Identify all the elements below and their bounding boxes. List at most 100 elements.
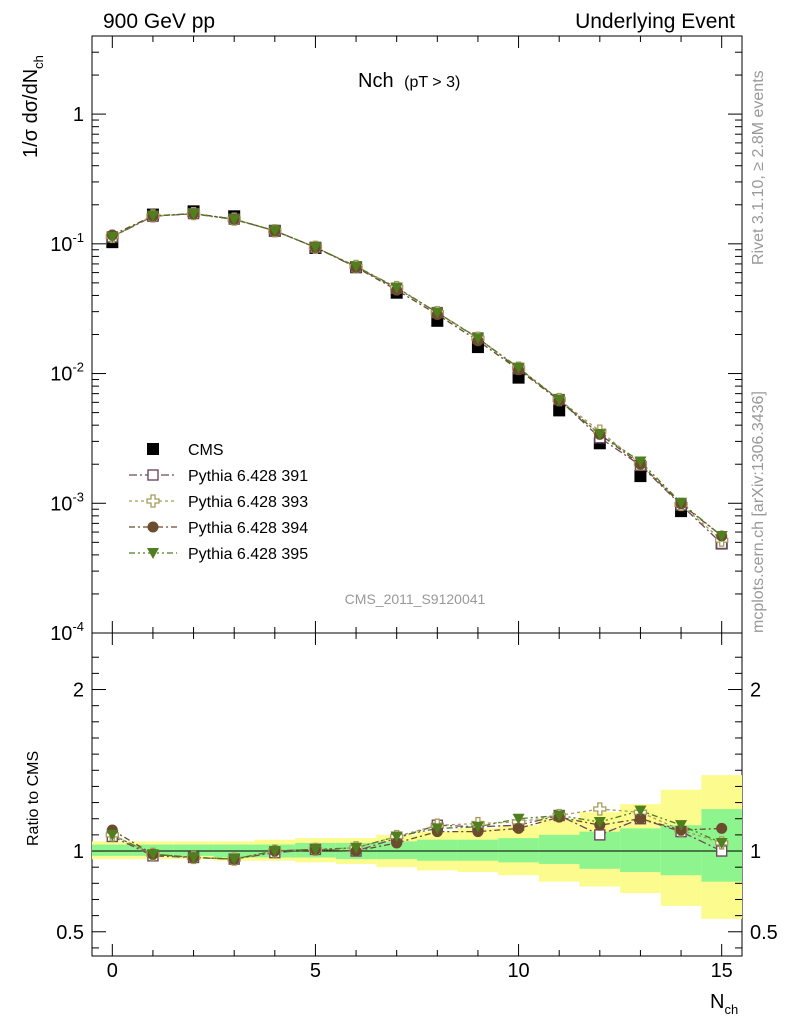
ratio-y-tick-label: 0.5 [56, 922, 84, 944]
ratio-y-tick-label: 2 [73, 680, 84, 702]
main-axis-ticks: 10-4 10-3 10-2 10-1 1 [50, 35, 742, 645]
ratio-series-line [112, 808, 722, 860]
ratio-y-tick-label: 1 [73, 841, 84, 863]
data-point-p395 [390, 282, 403, 294]
ratio-series-line [112, 809, 722, 860]
ratio-point-p395 [715, 837, 728, 849]
band-stat-bin [417, 839, 458, 861]
x-tick-label: 15 [711, 960, 733, 982]
legend-marker [147, 469, 159, 481]
ratio-y-tick-label-right: 2 [750, 680, 761, 702]
data-point-p395 [512, 362, 525, 374]
legend-marker [146, 494, 160, 508]
xlabel: Nch [710, 991, 738, 1017]
legend-marker [147, 521, 159, 533]
legend-label: Pythia 6.428 394 [188, 520, 308, 537]
ratio-point-p395 [350, 842, 363, 854]
ratio-point-p395 [471, 821, 484, 833]
band-stat-bin [620, 828, 661, 873]
header-right: Underlying Event [575, 10, 735, 33]
ratio-point-p395 [309, 844, 322, 856]
header-left: 900 GeV pp [103, 10, 215, 33]
ratio-point-p395 [390, 831, 403, 843]
legend-label: CMS [188, 442, 224, 459]
ratio-axis-ticks: 0 5 10 15 0.5 0.5 1 1 2 2 [56, 633, 778, 982]
legend: CMS Pythia 6.428 391 Pythia 6.428 393 Pythi… [129, 442, 308, 563]
ratio-point-p395 [512, 813, 525, 825]
data-point-p395 [553, 394, 566, 406]
ratio-point-p393 [593, 802, 607, 816]
data-point-cms [634, 470, 647, 483]
ratio-point-p395 [634, 805, 647, 817]
plot-title-sub: (pT > 3) [404, 74, 460, 91]
y-tick-label: 10-1 [50, 230, 84, 256]
main-plot-frame [91, 35, 743, 634]
series-line [112, 212, 723, 537]
data-point-p395 [471, 333, 484, 345]
plot-title: Nch (pT > 3) [358, 70, 460, 92]
ratio-point-p395 [187, 852, 200, 864]
y-tick-label: 10-4 [50, 619, 84, 645]
ratio-point-p395 [106, 829, 119, 841]
band-stat-bin [92, 844, 133, 856]
ratio-point-p395 [593, 816, 606, 828]
band-stat-bin [173, 844, 214, 856]
x-tick-label: 5 [310, 960, 321, 982]
series-line [112, 212, 723, 541]
ratio-series-line [112, 814, 722, 860]
legend-label: Pythia 6.428 391 [188, 468, 308, 485]
data-point-cms [512, 371, 525, 384]
ratio-ylabel: Ratio to CMS [25, 751, 42, 846]
ratio-point-p394 [716, 822, 728, 834]
data-point-p395 [228, 214, 241, 226]
ratio-point-p395 [553, 810, 566, 822]
ratio-series-line [111, 816, 722, 860]
data-point-p395 [106, 231, 119, 243]
ratio-point-p394 [391, 837, 403, 849]
band-stat-bin [498, 838, 539, 863]
ratio-series-layer [105, 802, 729, 866]
plot-title-main: Nch [358, 70, 394, 92]
series-line [112, 213, 723, 537]
ratio-plot-frame [91, 632, 743, 957]
main-series-layer [105, 205, 729, 550]
data-point-p395 [309, 242, 322, 254]
data-point-p395 [634, 456, 647, 468]
ratio-point-p394 [634, 813, 646, 825]
x-tick-label: 0 [107, 960, 118, 982]
x-tick-label: 10 [507, 960, 529, 982]
ratio-point-p394 [513, 822, 525, 834]
ratio-y-tick-label-right: 1 [750, 841, 761, 863]
ratio-point-p395 [228, 854, 241, 866]
data-point-p395 [593, 429, 606, 441]
legend-marker [147, 548, 159, 559]
data-point-p395 [268, 225, 281, 237]
ratio-point-p395 [675, 820, 688, 832]
data-point-p395 [350, 261, 363, 273]
watermark: CMS_2011_S9120041 [345, 591, 486, 607]
band-stat-bin [376, 841, 417, 860]
ratio-point-p391 [594, 829, 606, 841]
legend-marker [147, 443, 159, 455]
y-tick-label: 1 [73, 104, 84, 126]
data-point-p395 [675, 497, 688, 509]
data-point-p395 [146, 210, 159, 222]
mcplots-label: mcplots.cern.ch [arXiv:1306.3436] [750, 391, 767, 633]
ratio-uncertainty-bands [92, 775, 742, 919]
data-point-cms [553, 404, 566, 417]
rivet-version-label: Rivet 3.1.10, ≥ 2.8M events [750, 70, 767, 265]
ratio-point-p395 [431, 823, 444, 835]
legend-label: Pythia 6.428 393 [188, 494, 308, 511]
band-stat-bin [538, 834, 580, 864]
legend-label: Pythia 6.428 395 [188, 546, 308, 563]
data-point-p395 [715, 530, 728, 542]
y-tick-label: 10-3 [50, 489, 84, 515]
data-point-p395 [431, 307, 444, 319]
data-point-p395 [187, 208, 200, 220]
ratio-point-p395 [268, 846, 281, 858]
series-line [112, 212, 723, 544]
ratio-y-tick-label-right: 0.5 [750, 922, 778, 944]
main-ylabel: 1/σ dσ/dNch [20, 55, 46, 158]
band-stat-bin [457, 839, 499, 861]
